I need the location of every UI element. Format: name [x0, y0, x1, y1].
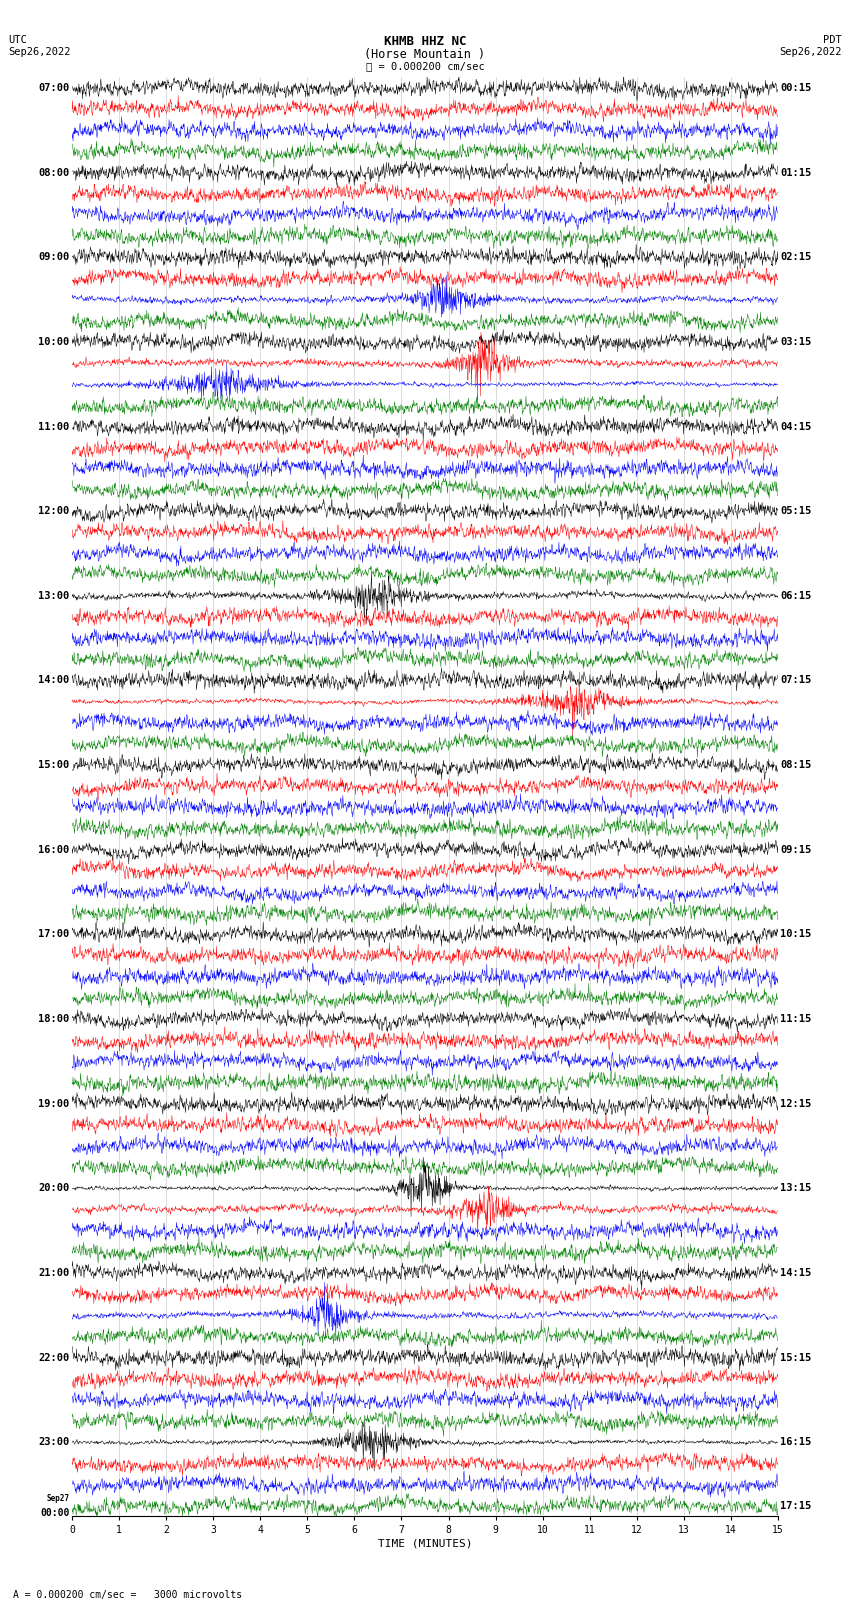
Text: KHMB HHZ NC: KHMB HHZ NC [383, 35, 467, 48]
Text: 10:15: 10:15 [780, 929, 812, 939]
Text: 07:15: 07:15 [780, 676, 812, 686]
Text: (Horse Mountain ): (Horse Mountain ) [365, 48, 485, 61]
Text: 01:15: 01:15 [780, 168, 812, 177]
Text: 00:00: 00:00 [40, 1508, 70, 1518]
Text: 14:15: 14:15 [780, 1268, 812, 1277]
Text: 16:15: 16:15 [780, 1437, 812, 1447]
Text: 13:00: 13:00 [38, 590, 70, 600]
Text: PDT: PDT [823, 35, 842, 45]
Text: ⏐ = 0.000200 cm/sec: ⏐ = 0.000200 cm/sec [366, 61, 484, 71]
Text: 06:15: 06:15 [780, 590, 812, 600]
Text: 14:00: 14:00 [38, 676, 70, 686]
Text: 20:00: 20:00 [38, 1184, 70, 1194]
X-axis label: TIME (MINUTES): TIME (MINUTES) [377, 1539, 473, 1548]
Text: 12:15: 12:15 [780, 1098, 812, 1108]
Text: 18:00: 18:00 [38, 1015, 70, 1024]
Text: 23:00: 23:00 [38, 1437, 70, 1447]
Text: 15:00: 15:00 [38, 760, 70, 769]
Text: 19:00: 19:00 [38, 1098, 70, 1108]
Text: Sep27: Sep27 [47, 1494, 70, 1503]
Text: 16:00: 16:00 [38, 845, 70, 855]
Text: UTC: UTC [8, 35, 27, 45]
Text: 02:15: 02:15 [780, 252, 812, 263]
Text: 05:15: 05:15 [780, 506, 812, 516]
Text: 07:00: 07:00 [38, 82, 70, 94]
Text: 03:15: 03:15 [780, 337, 812, 347]
Text: 21:00: 21:00 [38, 1268, 70, 1277]
Text: 08:15: 08:15 [780, 760, 812, 769]
Text: 15:15: 15:15 [780, 1353, 812, 1363]
Text: 00:15: 00:15 [780, 82, 812, 94]
Text: 11:15: 11:15 [780, 1015, 812, 1024]
Text: 22:00: 22:00 [38, 1353, 70, 1363]
Text: 12:00: 12:00 [38, 506, 70, 516]
Text: 13:15: 13:15 [780, 1184, 812, 1194]
Text: 09:15: 09:15 [780, 845, 812, 855]
Text: 09:00: 09:00 [38, 252, 70, 263]
Text: 04:15: 04:15 [780, 421, 812, 432]
Text: 11:00: 11:00 [38, 421, 70, 432]
Text: 17:00: 17:00 [38, 929, 70, 939]
Text: Sep26,2022: Sep26,2022 [8, 47, 71, 56]
Text: A = 0.000200 cm/sec =   3000 microvolts: A = 0.000200 cm/sec = 3000 microvolts [13, 1590, 242, 1600]
Text: 08:00: 08:00 [38, 168, 70, 177]
Text: Sep26,2022: Sep26,2022 [779, 47, 842, 56]
Text: 17:15: 17:15 [780, 1500, 812, 1511]
Text: 10:00: 10:00 [38, 337, 70, 347]
